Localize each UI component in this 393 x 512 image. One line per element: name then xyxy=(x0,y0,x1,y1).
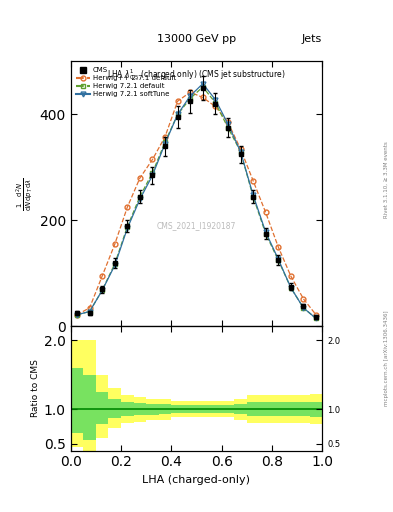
X-axis label: LHA (charged-only): LHA (charged-only) xyxy=(143,475,250,485)
Text: Jets: Jets xyxy=(302,33,322,44)
Text: Rivet 3.1.10, ≥ 3.3M events: Rivet 3.1.10, ≥ 3.3M events xyxy=(384,141,389,218)
Text: mcplots.cern.ch [arXiv:1306.3436]: mcplots.cern.ch [arXiv:1306.3436] xyxy=(384,311,389,406)
Text: CMS_2021_I1920187: CMS_2021_I1920187 xyxy=(157,221,236,230)
Text: LHA $\lambda^{1}_{0.5}$ (charged only) (CMS jet substructure): LHA $\lambda^{1}_{0.5}$ (charged only) (… xyxy=(107,67,286,81)
Y-axis label: $\frac{1}{\mathrm{d}N}\frac{\mathrm{d}^2N}{\mathrm{d}p_T\,\mathrm{d}\lambda}$: $\frac{1}{\mathrm{d}N}\frac{\mathrm{d}^2… xyxy=(15,177,35,211)
Legend: CMS, Herwig++ 2.7.1 default, Herwig 7.2.1 default, Herwig 7.2.1 softTune: CMS, Herwig++ 2.7.1 default, Herwig 7.2.… xyxy=(74,65,178,99)
Y-axis label: Ratio to CMS: Ratio to CMS xyxy=(31,359,40,417)
Text: 13000 GeV pp: 13000 GeV pp xyxy=(157,33,236,44)
